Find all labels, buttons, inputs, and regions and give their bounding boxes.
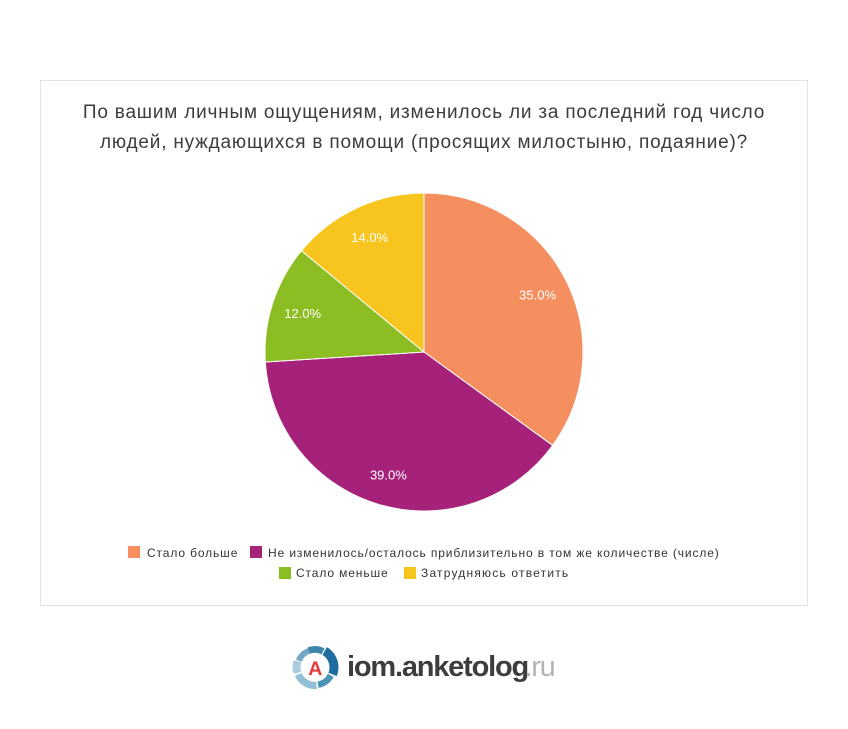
svg-text:12.0%: 12.0% bbox=[284, 306, 321, 321]
svg-text:14.0%: 14.0% bbox=[351, 230, 388, 245]
svg-text:A: A bbox=[308, 658, 322, 680]
svg-text:35.0%: 35.0% bbox=[519, 287, 556, 302]
svg-text:39.0%: 39.0% bbox=[370, 468, 407, 483]
